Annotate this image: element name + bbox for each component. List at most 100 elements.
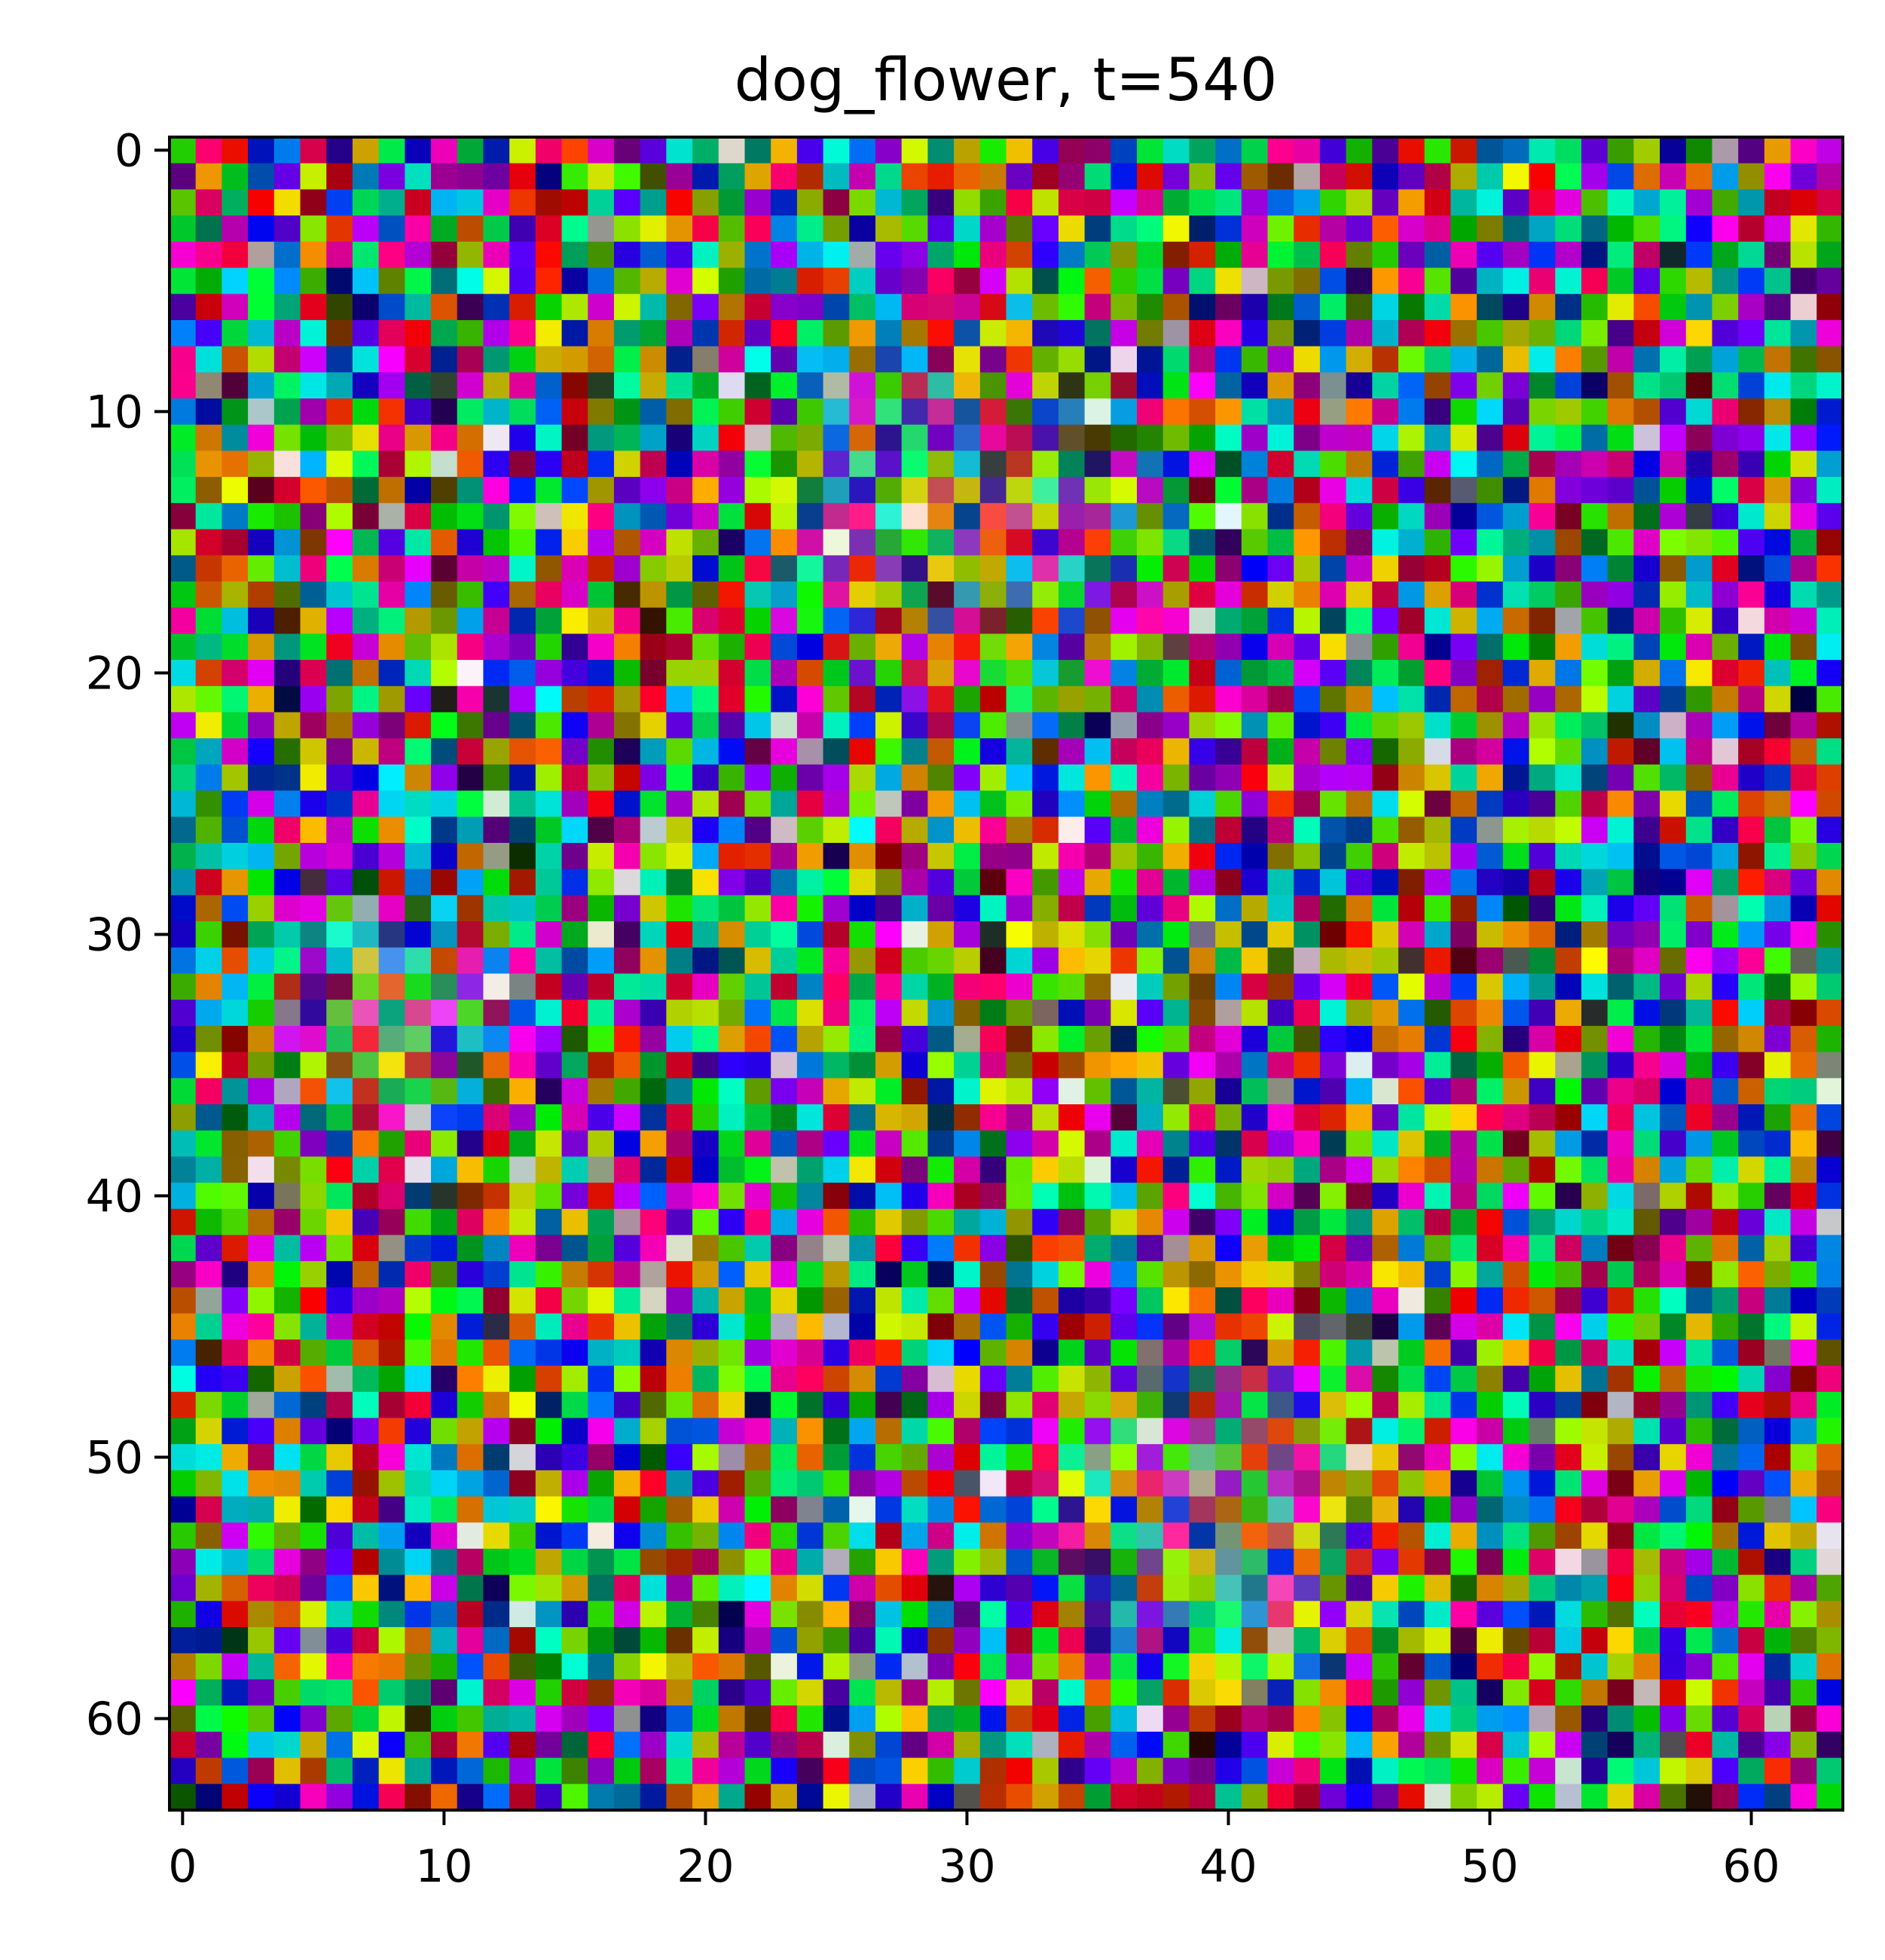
heatmap-cell [666,1313,693,1340]
heatmap-cell [823,738,850,765]
heatmap-cell [744,450,771,478]
heatmap-cell [1633,1235,1660,1262]
heatmap-cell [718,1470,746,1497]
heatmap-cell [1137,424,1164,452]
heatmap-cell [1294,607,1321,634]
heatmap-cell [1529,1757,1556,1784]
heatmap-cell [1529,1601,1556,1628]
heatmap-cell [483,372,510,399]
heatmap-cell [1111,973,1138,1000]
heatmap-cell [273,1601,301,1628]
heatmap-cell [273,1731,301,1759]
heatmap-cell [405,1548,432,1576]
heatmap-cell [588,633,615,661]
heatmap-cell [1424,973,1452,1000]
heatmap-cell [1058,189,1086,216]
heatmap-cell [1241,163,1269,190]
heatmap-cell [1398,267,1425,295]
heatmap-cell [1294,921,1321,948]
heatmap-cell [1294,738,1321,765]
heatmap-cell [1581,1339,1609,1366]
heatmap-cell [1502,764,1530,792]
heatmap-cell [273,137,301,164]
heatmap-cell [613,137,641,164]
heatmap-cell [692,921,719,948]
heatmap-cell [378,1025,405,1053]
heatmap-cell [875,163,903,190]
heatmap-cell [613,1156,641,1183]
heatmap-cell [1006,1391,1033,1419]
heatmap-cell [483,581,510,609]
x-axis: 0 10 20 30 40 50 60 [168,1810,1780,1893]
heatmap-cell [195,555,222,582]
heatmap-cell [1058,1627,1086,1654]
heatmap-cell [1633,1261,1660,1288]
heatmap-cell [1137,502,1164,530]
heatmap-cell [483,398,510,426]
heatmap-cell [1685,1574,1713,1601]
heatmap-cell [1477,1731,1504,1759]
heatmap-cell [195,581,222,609]
heatmap-cell [849,660,876,687]
heatmap-cell [1006,581,1033,609]
heatmap-cell [718,1574,746,1601]
heatmap-cell [1607,502,1634,530]
heatmap-cell [221,973,249,1000]
heatmap-cell [613,607,641,634]
heatmap-cell [1006,1731,1033,1759]
heatmap-cell [1111,790,1138,817]
heatmap-cell [1712,842,1739,870]
heatmap-cell [771,633,798,661]
heatmap-cell [849,1418,876,1445]
heatmap-cell [640,633,667,661]
heatmap-cell [1685,1261,1713,1288]
heatmap-cell [1529,1183,1556,1210]
heatmap-cell [1372,1679,1399,1706]
heatmap-cell [901,1366,928,1393]
heatmap-cell [1555,1078,1582,1105]
heatmap-cell [1685,1366,1713,1393]
heatmap-cell [248,529,275,556]
heatmap-cell [221,1757,249,1784]
heatmap-cell [1816,1052,1844,1079]
heatmap-cell [457,1496,484,1523]
heatmap-cell [744,502,771,530]
heatmap-cell [849,1653,876,1681]
heatmap-cell [849,1183,876,1210]
heatmap-cell [1294,1705,1321,1733]
heatmap-cell [170,294,197,321]
heatmap-cell [248,1496,275,1523]
heatmap-cell [1502,1235,1530,1262]
heatmap-cell [457,738,484,765]
heatmap-cell [1607,1705,1634,1733]
heatmap-cell [954,1548,981,1576]
heatmap-cell [692,1261,719,1288]
heatmap-cell [248,1235,275,1262]
heatmap-cell [1006,450,1033,478]
heatmap-cell [1660,1522,1687,1549]
heatmap-cell [1346,607,1373,634]
heatmap-cell [1738,581,1765,609]
heatmap-cell [640,1496,667,1523]
x-tick-label: 20 [677,1840,734,1893]
heatmap-cell [1346,1574,1373,1601]
heatmap-cell [1319,1261,1347,1288]
heatmap-cell [221,1208,249,1236]
heatmap-cell [457,529,484,556]
heatmap-cell [1267,1130,1294,1158]
heatmap-cell [483,319,510,347]
heatmap-cell [1660,1574,1687,1601]
heatmap-cell [561,1287,588,1314]
heatmap-cell [535,973,563,1000]
heatmap-cell [796,1078,824,1105]
heatmap-cell [300,1522,327,1549]
heatmap-cell [1084,1679,1111,1706]
heatmap-cell [1319,1470,1347,1497]
heatmap-cell [248,685,275,713]
heatmap-cell [927,1313,955,1340]
heatmap-cell [170,764,197,792]
heatmap-cell [823,1470,850,1497]
heatmap-cell [1058,633,1086,661]
heatmap-cell [692,1522,719,1549]
heatmap-cell [300,1235,327,1262]
